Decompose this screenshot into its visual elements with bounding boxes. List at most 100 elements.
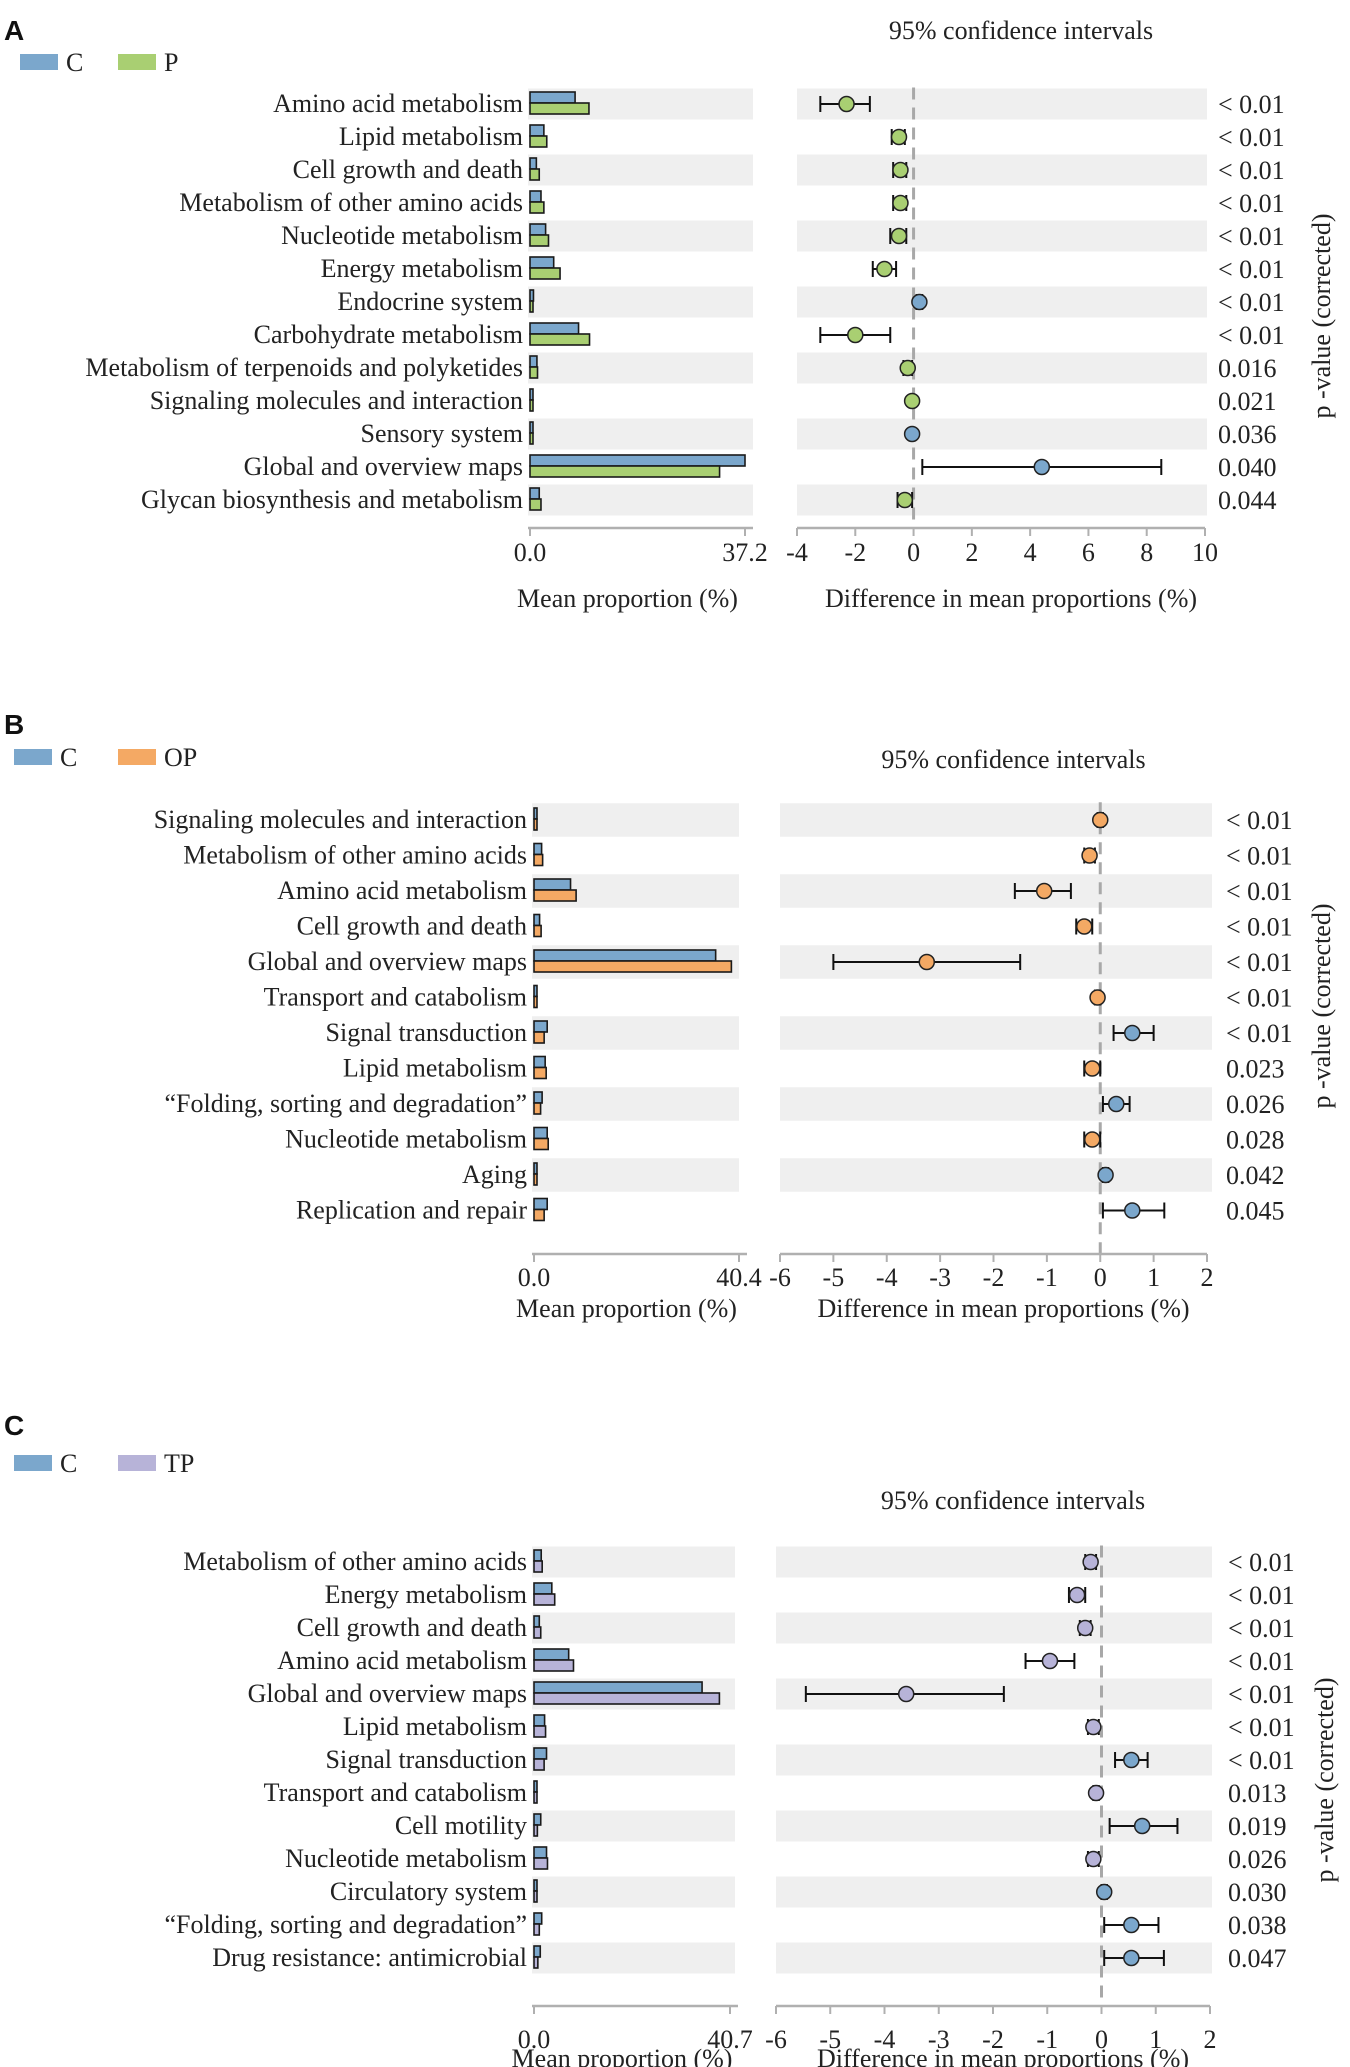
p-value: < 0.01 xyxy=(1218,90,1285,119)
panel-letter: B xyxy=(4,709,24,740)
legend-label-op: OP xyxy=(164,743,197,772)
ci-title: 95% confidence intervals xyxy=(881,745,1145,774)
legend-swatch-op xyxy=(118,749,156,765)
category-label: Global and overview maps xyxy=(244,452,523,481)
p-value: 0.044 xyxy=(1218,486,1277,515)
bar-op xyxy=(533,889,577,902)
row-band xyxy=(780,1087,1212,1121)
bar-p xyxy=(529,465,721,478)
legend-swatch-c xyxy=(14,749,52,765)
category-label: Global and overview maps xyxy=(248,1679,527,1708)
bar-tick-label: 40.7 xyxy=(707,2025,753,2054)
bar-x-label: Mean proportion (%) xyxy=(517,584,738,613)
diff-tick-label: 1 xyxy=(1147,1263,1160,1292)
legend: C OP xyxy=(14,743,197,772)
diff-tick-label: 8 xyxy=(1140,538,1153,567)
p-value: 0.045 xyxy=(1226,1197,1285,1226)
panel-letter: A xyxy=(4,15,24,46)
p-value: < 0.01 xyxy=(1228,1680,1295,1709)
p-value: 0.019 xyxy=(1228,1812,1287,1841)
diff-point-p xyxy=(896,491,914,509)
category-label: Signal transduction xyxy=(326,1018,527,1047)
diff-tick-label: -5 xyxy=(819,2025,841,2054)
category-label: “Folding, sorting and degradation” xyxy=(165,1910,527,1939)
bar-c xyxy=(529,487,541,500)
category-label: Drug resistance: antimicrobial xyxy=(212,1943,527,1972)
p-value: 0.016 xyxy=(1218,354,1277,383)
row-band xyxy=(532,1546,735,1578)
diff-point-p xyxy=(890,227,908,245)
diff-tick-label: 2 xyxy=(965,538,978,567)
bar-op xyxy=(533,818,538,831)
diff-point-p xyxy=(899,359,916,377)
legend-swatch-c xyxy=(14,1455,52,1471)
legend-swatch-p xyxy=(118,54,156,70)
diff-point-tp xyxy=(1085,1718,1102,1736)
diff-point-op xyxy=(1089,989,1106,1006)
bar-p xyxy=(529,300,534,313)
bar-c xyxy=(529,454,746,467)
bar-c xyxy=(529,421,534,434)
p-value: < 0.01 xyxy=(1218,189,1285,218)
bar-p xyxy=(529,267,561,280)
category-label: Aging xyxy=(462,1160,527,1189)
category-label: Carbohydrate metabolism xyxy=(254,320,523,349)
p-value: < 0.01 xyxy=(1226,984,1293,1013)
bar-p xyxy=(529,234,550,247)
p-value: 0.040 xyxy=(1218,453,1277,482)
bar-tp xyxy=(533,1791,538,1804)
category-label: Metabolism of other amino acids xyxy=(179,188,523,217)
bar-tick-label: 0.0 xyxy=(514,538,547,567)
bar-c xyxy=(533,913,541,927)
p-value: 0.038 xyxy=(1228,1911,1287,1940)
diff-point-c xyxy=(1123,1751,1140,1769)
row-band xyxy=(797,154,1207,186)
diff-tick-label: -4 xyxy=(786,538,808,567)
row-band xyxy=(532,803,739,837)
p-value: < 0.01 xyxy=(1218,123,1285,152)
bar-c xyxy=(533,1813,542,1826)
row-band xyxy=(776,1876,1212,1908)
p-value: 0.013 xyxy=(1228,1779,1287,1808)
diff-point-c xyxy=(1124,1202,1141,1219)
bar-c xyxy=(533,1582,553,1595)
diff-point-tp xyxy=(1082,1553,1099,1571)
bar-c xyxy=(529,190,542,203)
diff-point-c xyxy=(911,293,928,311)
p-value: < 0.01 xyxy=(1218,321,1285,350)
bar-c xyxy=(529,256,555,269)
bar-c xyxy=(533,807,538,820)
bar-p xyxy=(529,498,542,511)
category-label: “Folding, sorting and degradation” xyxy=(165,1089,527,1118)
category-label: Endocrine system xyxy=(337,287,523,316)
row-band xyxy=(797,352,1207,384)
bar-op xyxy=(533,853,544,867)
diff-tick-label: -2 xyxy=(983,1263,1005,1292)
p-value: < 0.01 xyxy=(1228,1647,1295,1676)
row-band xyxy=(528,484,753,516)
legend-swatch-c xyxy=(20,54,58,70)
p-value: < 0.01 xyxy=(1218,222,1285,251)
panel-b: B C OP 95% confidence intervals Signaling mo… xyxy=(4,709,1336,1323)
bar-op xyxy=(533,1031,545,1044)
diff-point-c xyxy=(1033,458,1051,476)
diff-point-tp xyxy=(1085,1850,1102,1868)
diff-point-p xyxy=(876,260,893,278)
category-label: Replication and repair xyxy=(296,1196,527,1225)
bar-p xyxy=(529,366,539,379)
p-value-axis-label: p -value (corrected) xyxy=(1310,1678,1339,1883)
category-label: Lipid metabolism xyxy=(339,122,523,151)
diff-point-c xyxy=(1095,1883,1113,1901)
p-value: < 0.01 xyxy=(1218,255,1285,284)
ci-title: 95% confidence intervals xyxy=(881,1486,1145,1515)
row-band xyxy=(780,1158,1212,1192)
bar-c xyxy=(529,322,580,335)
ci-title: 95% confidence intervals xyxy=(889,16,1153,45)
category-label: Amino acid metabolism xyxy=(273,89,523,118)
row-band xyxy=(532,1810,735,1842)
bar-x-label: Mean proportion (%) xyxy=(516,1294,737,1323)
bar-c xyxy=(533,1197,548,1211)
p-value: < 0.01 xyxy=(1218,288,1285,317)
p-value: < 0.01 xyxy=(1226,806,1293,835)
